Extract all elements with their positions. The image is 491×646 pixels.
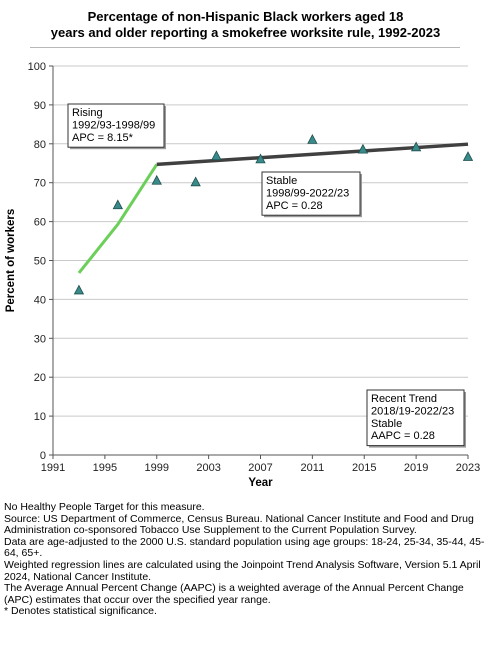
data-point-7 <box>307 134 318 144</box>
annotation-line: Stable <box>266 175 297 187</box>
axes: 0 10 20 30 40 50 60 70 80 90 100 1991 1995 1999 2003 20… <box>28 61 481 474</box>
chart-svg: 0 10 20 30 40 50 60 70 80 90 100 1991 1995 1999 2003 20… <box>5 61 481 489</box>
y-tick-label-90: 90 <box>34 100 46 112</box>
note-target: No Healthy People Target for this measur… <box>4 501 205 513</box>
trend-segment-2 <box>156 142 469 167</box>
annotation-line: APC = 0.28 <box>266 200 323 212</box>
x-tick-label-1991: 1991 <box>41 462 65 474</box>
x-tick-label-2015: 2015 <box>352 462 376 474</box>
y-tick-label-80: 80 <box>34 139 46 151</box>
note-aapc: The Average Annual Percent Change (AAPC)… <box>4 582 464 606</box>
annotation-line: Recent Trend <box>371 393 437 405</box>
data-point-1 <box>73 284 85 295</box>
annotation-line: 1998/99-2022/23 <box>266 187 349 199</box>
annotation-box <box>67 103 165 148</box>
x-axis-title: Year <box>248 477 273 489</box>
x-tick-label-2007: 2007 <box>248 462 272 474</box>
data-point-2 <box>112 199 124 210</box>
annotation-box <box>261 171 361 216</box>
data-point-5 <box>211 150 222 161</box>
chart-title: Percentage of non-Hispanic Black workers… <box>20 9 471 41</box>
annotation-line: AAPC = 0.28 <box>371 430 435 442</box>
data-point-9 <box>410 141 422 152</box>
y-tick-label-20: 20 <box>34 372 46 384</box>
y-tick-label-40: 40 <box>34 294 46 306</box>
data-points <box>73 134 474 295</box>
y-tick-label-50: 50 <box>34 256 46 268</box>
y-tick-label-100: 100 <box>28 61 46 73</box>
data-point-8 <box>357 143 369 154</box>
annotation-line: Rising <box>72 107 103 119</box>
y-axis-title: Percent of workers <box>5 209 17 313</box>
data-point-6 <box>255 153 266 164</box>
annotation-line: 1992/93-1998/99 <box>72 119 155 131</box>
x-tick-label-2019: 2019 <box>404 462 428 474</box>
x-tick-label-2003: 2003 <box>196 462 220 474</box>
y-tick-label-0: 0 <box>40 450 46 462</box>
trend-segment-1 <box>77 163 159 274</box>
annotation-box <box>366 389 465 447</box>
chart-title-line-2: years and older reporting a smokefree wo… <box>50 25 441 40</box>
note-significance: * Denotes statistical significance. <box>4 605 157 618</box>
data-point-4 <box>190 176 201 187</box>
x-tick-label-2011: 2011 <box>301 462 325 474</box>
x-tick-label-1999: 1999 <box>145 462 169 474</box>
x-tick-label-2023: 2023 <box>456 462 480 474</box>
y-tick-label-70: 70 <box>34 178 46 190</box>
y-tick-label-10: 10 <box>34 411 46 423</box>
footnotes: No Healthy People Target for this measur… <box>4 501 488 618</box>
note-age-adjusted: Data are age-adjusted to the 2000 U.S. s… <box>4 535 485 560</box>
annotation-line: 2018/19-2022/23 <box>371 405 454 417</box>
data-point-10 <box>462 151 474 161</box>
y-tick-label-30: 30 <box>34 333 46 345</box>
title-divider <box>30 47 460 48</box>
annotation-line: APC = 8.15* <box>72 132 134 144</box>
chart-title-line-1: Percentage of non-Hispanic Black workers… <box>87 9 404 24</box>
data-point-3 <box>151 174 162 185</box>
grid-lines <box>53 65 468 417</box>
annotation-line: Stable <box>371 418 402 430</box>
note-source: Source: US Department of Commerce, Censu… <box>4 512 474 537</box>
note-regression: Weighted regression lines are calculated… <box>4 558 481 583</box>
x-tick-label-1995: 1995 <box>93 462 117 474</box>
y-tick-label-60: 60 <box>34 217 46 229</box>
